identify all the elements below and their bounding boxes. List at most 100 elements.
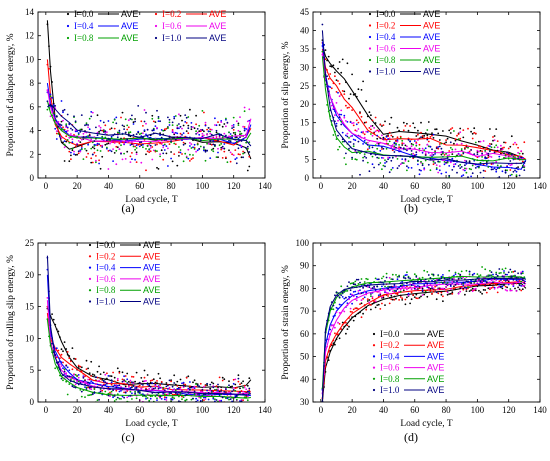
scatter-point [406, 296, 408, 299]
scatter-point [159, 153, 162, 156]
scatter-point [60, 120, 63, 123]
scatter-point [209, 383, 212, 386]
scatter-point [121, 395, 124, 398]
scatter-point [366, 298, 369, 300]
scatter-point [355, 295, 358, 298]
scatter-point [510, 289, 513, 292]
scatter-point [199, 139, 202, 142]
scatter-point [79, 150, 82, 153]
scatter-point [112, 389, 114, 392]
scatter-point [371, 125, 374, 127]
plot-frame [312, 11, 541, 179]
scatter-point [402, 162, 405, 165]
scatter-point [440, 153, 443, 156]
scatter-point [362, 286, 364, 289]
scatter-point [210, 133, 213, 136]
y-tick-label: 10 [25, 54, 35, 64]
scatter-point [137, 390, 140, 393]
scatter-point [120, 144, 122, 147]
legend-ave-label: AVE [121, 9, 138, 19]
scatter-point [401, 158, 404, 161]
legend-ave-label: AVE [423, 67, 440, 77]
scatter-point [464, 286, 466, 289]
scatter-point [234, 395, 237, 397]
legend-ave-label: AVE [423, 21, 440, 31]
scatter-point [381, 285, 383, 288]
scatter-point [115, 116, 118, 119]
scatter-point [462, 129, 465, 132]
scatter-point [52, 104, 55, 106]
scatter-point [351, 311, 353, 313]
scatter-point [171, 124, 174, 126]
scatter-point [146, 393, 149, 395]
scatter-point [237, 147, 240, 150]
scatter-point [398, 290, 400, 293]
scatter-point [432, 160, 435, 163]
scatter-point [338, 296, 341, 299]
scatter-point [443, 159, 446, 161]
scatter-point [455, 180, 457, 182]
scatter-point [448, 269, 451, 272]
scatter-point [368, 303, 371, 306]
scatter-point [476, 149, 479, 152]
scatter-point [243, 110, 246, 113]
scatter-point [179, 114, 182, 117]
scatter-point [76, 144, 78, 146]
legend-ave-label: AVE [143, 297, 160, 307]
scatter-point [346, 62, 349, 65]
y-tick-label: 15 [300, 118, 310, 128]
scatter-point [193, 143, 196, 146]
scatter-point [134, 392, 137, 395]
scatter-point [445, 161, 447, 164]
scatter-point [91, 111, 94, 114]
scatter-point [390, 146, 393, 149]
scatter-point [138, 381, 141, 384]
scatter-point [170, 398, 173, 400]
scatter-point [398, 275, 400, 278]
scatter-point [91, 146, 94, 149]
scatter-point [221, 396, 224, 399]
scatter-point [406, 149, 408, 152]
scatter-point [399, 290, 402, 293]
scatter-point [462, 276, 465, 279]
scatter-point [165, 127, 168, 130]
scatter-point [179, 388, 182, 391]
scatter-point [145, 148, 147, 150]
scatter-point [490, 143, 493, 146]
scatter-point [496, 274, 499, 277]
scatter-point [481, 156, 483, 158]
legend-marker [154, 12, 158, 16]
scatter-point [91, 153, 94, 156]
scatter-point [170, 151, 173, 153]
legend-ave-label: AVE [423, 44, 440, 54]
scatter-point [368, 170, 371, 173]
legend-item-0-2: I=0.2 AVE [372, 340, 444, 350]
scatter-point [340, 294, 343, 296]
scatter-point [212, 147, 215, 150]
scatter-point [143, 129, 146, 132]
scatter-point [55, 355, 58, 358]
scatter-point [246, 145, 249, 148]
scatter-point [500, 144, 502, 147]
scatter-point [381, 148, 383, 150]
scatter-point [445, 171, 447, 174]
scatter-point [95, 155, 97, 157]
scatter-point [355, 151, 358, 154]
scatter-point [52, 318, 55, 321]
scatter-point [198, 124, 201, 127]
scatter-point [182, 141, 185, 144]
scatter-point [332, 304, 335, 307]
scatter-point [63, 368, 66, 371]
scatter-point [402, 289, 405, 292]
scatter-point [442, 159, 444, 162]
scatter-point [190, 122, 193, 124]
scatter-point [487, 287, 490, 290]
scatter-point [482, 289, 485, 291]
scatter-point [225, 388, 227, 391]
scatter-point [104, 130, 107, 133]
scatter-point [143, 369, 146, 372]
scatter-point [431, 134, 433, 137]
scatter-point [451, 127, 454, 129]
scatter-point [501, 148, 504, 151]
